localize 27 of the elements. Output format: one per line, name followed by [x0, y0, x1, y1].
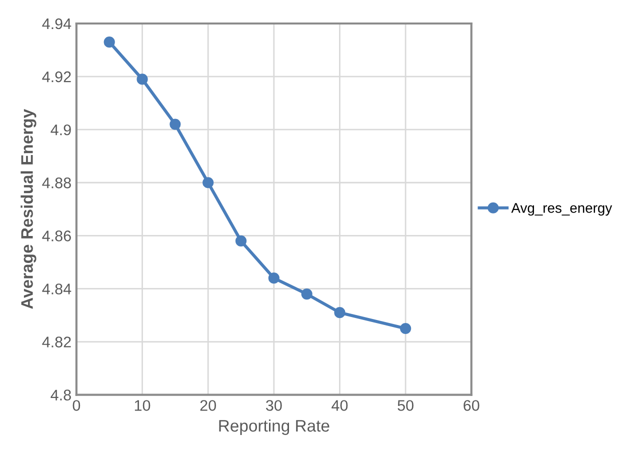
point — [170, 118, 181, 130]
point — [136, 74, 148, 85]
y-tick-label: 4.88 — [42, 177, 71, 188]
point — [202, 177, 214, 188]
x-axis-title: Reporting Rate — [219, 419, 330, 435]
y-tick-label: 4.82 — [42, 336, 71, 348]
y-tick-label: 4.9 — [50, 124, 71, 136]
x-tick-label: 40 — [332, 400, 348, 411]
x-tick-label: 60 — [464, 400, 480, 411]
y-tick-label: 4.92 — [42, 71, 71, 82]
y-tick-label: 4.86 — [42, 230, 71, 242]
x-tick-label: 0 — [72, 400, 80, 411]
x-tick-label: 10 — [134, 400, 150, 411]
y-tick-label: 4.8 — [50, 390, 71, 400]
point — [104, 36, 115, 48]
y-tick-label: 4.94 — [42, 18, 72, 30]
legend-label: Avg_res_energy — [511, 203, 612, 216]
point — [334, 307, 346, 318]
point — [235, 235, 247, 247]
point — [268, 272, 280, 284]
x-tick-label: 50 — [398, 400, 414, 411]
y-tick-label: 4.84 — [42, 284, 72, 294]
x-tick-label: 20 — [200, 400, 216, 411]
point — [400, 322, 412, 334]
point — [301, 288, 312, 300]
y-axis-title: Average Residual Energy — [20, 109, 36, 309]
x-tick-label: 30 — [266, 400, 282, 411]
